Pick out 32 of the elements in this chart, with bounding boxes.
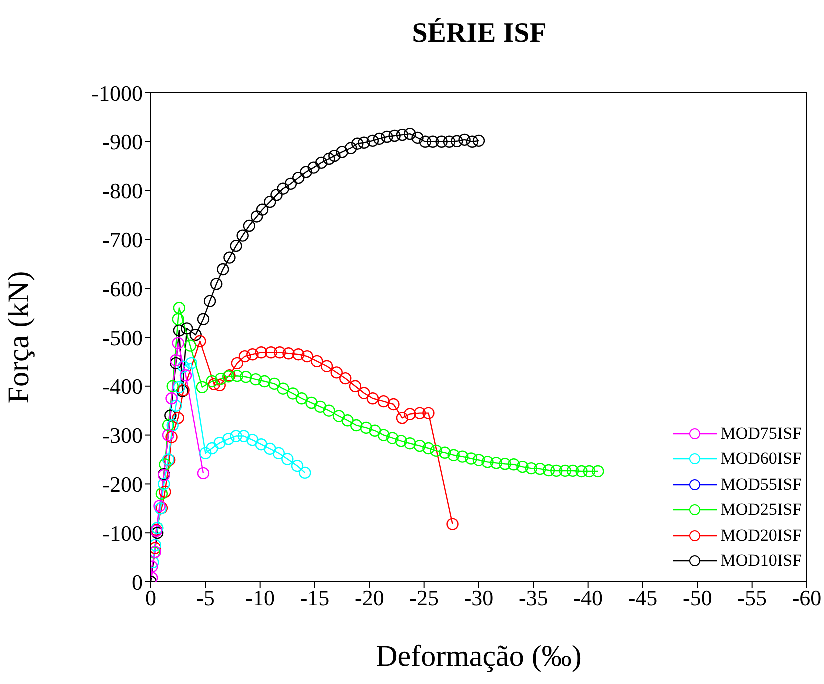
chart-title: SÉRIE ISF — [411, 18, 548, 50]
legend-label: MOD60ISF — [720, 449, 802, 470]
y-tick-label: 0 — [132, 570, 143, 595]
y-tick-label: -100 — [102, 520, 143, 546]
y-tick-label: -500 — [102, 325, 143, 350]
legend-label: MOD55ISF — [720, 474, 802, 495]
x-tick-label: -5 — [196, 586, 215, 611]
y-tick-label: -600 — [102, 276, 143, 302]
y-tick-label: -400 — [102, 374, 143, 400]
y-tick-label: -800 — [102, 178, 143, 204]
x-tick-label: -25 — [410, 586, 439, 611]
y-tick-label: -300 — [102, 423, 143, 448]
x-tick-label: -45 — [628, 586, 658, 611]
legend-label: MOD20ISF — [720, 526, 802, 546]
legend-label: MOD25ISF — [720, 500, 802, 520]
x-tick-label: -10 — [246, 586, 275, 611]
x-tick-label: -35 — [519, 586, 548, 611]
x-tick-label: -20 — [355, 586, 384, 611]
y-tick-label: -700 — [102, 228, 143, 253]
y-tick-label: -1000 — [92, 80, 143, 106]
legend-label: MOD75ISF — [720, 424, 802, 444]
x-tick-label: -60 — [792, 586, 822, 611]
x-axis-title: Deformação (‰) — [376, 640, 582, 673]
x-tick-label: -30 — [464, 586, 494, 611]
legend-label: MOD10ISF — [720, 551, 802, 572]
y-tick-label: -900 — [102, 130, 143, 155]
x-tick-label: -15 — [300, 586, 330, 611]
y-axis-title: Força (kN) — [2, 271, 36, 404]
y-tick-label: -200 — [102, 472, 143, 498]
x-tick-label: -50 — [683, 586, 712, 611]
x-tick-label: -40 — [574, 586, 603, 611]
x-tick-label: -55 — [738, 586, 767, 611]
